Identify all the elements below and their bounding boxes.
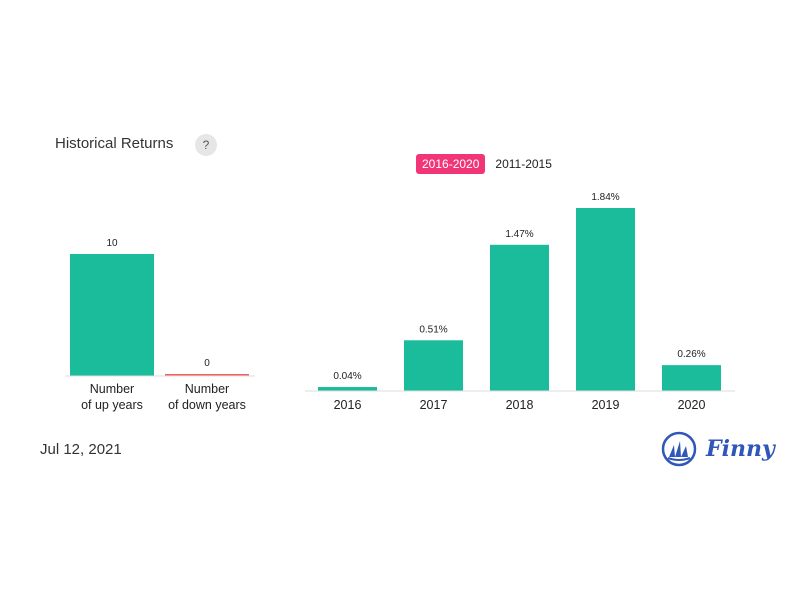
bar-2016: [318, 387, 377, 391]
data-label: 0.26%: [677, 349, 705, 360]
up-down-years-chart: 10 Number of up years 0 Number of down years: [65, 238, 255, 412]
category-label: Number of up years: [81, 382, 143, 412]
as-of-date: Jul 12, 2021: [40, 441, 122, 458]
data-label: 10: [106, 238, 118, 249]
period-tabs: 2016-2020 2011-2015: [416, 154, 558, 174]
bar-2019: [576, 208, 635, 391]
annual-returns-chart: 0.04% 2016 0.51% 2017 1.47% 2018 1.84% 2019 0.26…: [305, 192, 735, 412]
bar-2017: [404, 340, 463, 391]
bar-down-years: [165, 374, 249, 376]
brand-name: Finny: [706, 436, 775, 462]
bar-2018: [490, 244, 549, 391]
x-tick-label: 2017: [420, 398, 448, 412]
x-tick-label: 2016: [334, 398, 362, 412]
tab-2016-2020[interactable]: 2016-2020: [416, 154, 486, 174]
brand-logo: Finny: [660, 430, 775, 468]
data-label: 0.04%: [333, 371, 361, 382]
data-label: 0.51%: [419, 324, 447, 335]
bar-2020: [662, 365, 721, 391]
page-title: Historical Returns: [55, 135, 174, 152]
tab-2011-2015[interactable]: 2011-2015: [495, 157, 552, 171]
bar-up-years: [70, 254, 154, 376]
data-label: 1.84%: [591, 192, 619, 203]
x-tick-label: 2018: [506, 398, 534, 412]
data-label: 1.47%: [505, 229, 533, 240]
x-tick-label: 2020: [678, 398, 706, 412]
sailboat-icon: [661, 431, 697, 467]
help-icon[interactable]: ?: [195, 134, 217, 156]
data-label: 0: [204, 358, 210, 369]
category-label: Number of down years: [168, 382, 246, 412]
x-tick-label: 2019: [592, 398, 620, 412]
